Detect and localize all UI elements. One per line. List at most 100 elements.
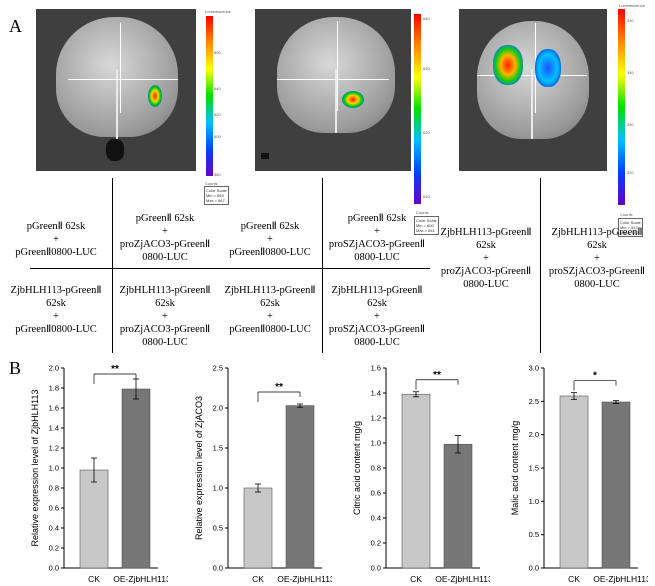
y-axis-label: Malic acid content mg/g	[510, 421, 520, 516]
color-scale-1	[206, 16, 213, 176]
bar	[443, 443, 473, 569]
leaf-image-1	[36, 9, 196, 171]
significance-label: *	[593, 371, 597, 382]
significance-label: **	[275, 382, 283, 393]
bar	[285, 405, 315, 569]
scale-info-box: Color Scale Min = 313 Max = 552	[618, 218, 643, 237]
table-cell: ZjbHLH113-pGreenⅡ 62sk + pGreenⅡ0800-LUC	[10, 285, 102, 335]
y-tick-label: 1.5	[529, 464, 539, 473]
bar-chart-zjaco3-expression: 0.0 0.5 1.0 1.5 2.0 2.5 Relative expression le…	[194, 364, 332, 585]
table-cell: ZjbHLH113-pGreenⅡ 62sk + proSZjACO3-pGreenⅡ…	[328, 285, 426, 348]
scale-tick: 580	[214, 172, 221, 177]
table-cell: pGreenⅡ 62sk + proSZjACO3-pGreenⅡ 0800-LUC	[328, 213, 426, 263]
significance-label: **	[433, 370, 441, 381]
scale-tick: 640	[214, 86, 221, 91]
panel-a-label: A	[9, 16, 22, 36]
table-divider	[540, 178, 541, 353]
y-tick-label: 1.0	[49, 464, 59, 473]
scale-tick: 640	[423, 16, 430, 21]
scale-counts-label: Counts	[205, 181, 218, 186]
scale-counts-label: Counts	[416, 210, 429, 215]
y-tick-label: 0.4	[49, 524, 59, 533]
y-tick-label: 0.8	[371, 464, 381, 473]
bar-chart-citric-acid: 0.0 0.2 0.4 0.6 0.8 1.0 1.2 1.4 1.6 Citric acid c…	[352, 364, 490, 585]
bar-chart-malic-acid: 0.0 0.5 1.0 1.5 2.0 2.5 3.0 Malic acid content …	[510, 364, 648, 585]
y-tick-label: 0.0	[213, 564, 223, 573]
scale-tick: 330	[627, 18, 634, 23]
color-scale-3	[618, 9, 625, 205]
y-tick-label: 2.0	[213, 404, 223, 413]
y-tick-label: 0.0	[49, 564, 59, 573]
table-cell: ZjbHLH113-pGreenⅡ 62sk + pGreenⅡ0800-LUC	[224, 285, 316, 335]
x-tick-label: CK	[252, 574, 264, 584]
y-tick-label: 0.5	[213, 524, 223, 533]
bar	[401, 393, 431, 569]
x-tick-label: CK	[88, 574, 100, 584]
y-tick-label: 0.6	[371, 489, 381, 498]
scale-title-1: Luminescence	[205, 9, 231, 14]
y-tick-label: 1.6	[371, 364, 381, 373]
scale-tick: 630	[423, 66, 430, 71]
y-tick-label: 0.0	[371, 564, 381, 573]
y-tick-label: 1.2	[371, 414, 381, 423]
bar	[601, 401, 631, 569]
x-tick-label: OE-ZjbHLH113	[113, 574, 168, 584]
y-tick-label: 0.5	[529, 530, 539, 539]
table-cell: ZjbHLH113-pGreenⅡ 62sk + proZjACO3-pGreenⅡ 0…	[440, 227, 532, 290]
table-cell: pGreenⅡ 62sk + pGreenⅡ0800-LUC	[15, 221, 97, 258]
panel-b-label: B	[9, 358, 22, 378]
scale-info-box: Color Scale Min = 569 Max = 667	[204, 186, 229, 205]
y-tick-label: 2.5	[529, 397, 539, 406]
scale-tick: 620	[423, 130, 430, 135]
y-tick-label: 1.0	[529, 497, 539, 506]
scale-tick: 330	[627, 122, 634, 127]
table-divider	[322, 178, 323, 353]
color-scale-2	[414, 14, 421, 204]
y-tick-label: 1.5	[213, 444, 223, 453]
bar	[79, 469, 109, 569]
y-tick-label: 1.4	[49, 424, 59, 433]
y-tick-label: 0.4	[371, 514, 381, 523]
table-cell: pGreenⅡ 62sk + pGreenⅡ0800-LUC	[229, 221, 311, 258]
leaf-image-2	[255, 9, 411, 171]
y-tick-label: 1.4	[371, 389, 381, 398]
scale-tick: 600	[214, 134, 221, 139]
y-tick-label: 1.8	[49, 384, 59, 393]
y-axis-label: Relative expression level of ZjACO3	[194, 396, 204, 540]
scale-counts-label: Counts	[620, 212, 633, 217]
y-tick-label: 2.0	[49, 364, 59, 373]
table-divider	[112, 178, 113, 353]
table-cell: pGreenⅡ 62sk + proZjACO3-pGreenⅡ 0800-LUC	[119, 213, 211, 263]
y-tick-label: 1.0	[213, 484, 223, 493]
bar-chart-zjbhlh113-expression: 0.0 0.2 0.4 0.6 0.8 1.0 1.2 1.4 1.6 1.8 2.0 Relativ…	[30, 364, 168, 585]
x-tick-label: OE-ZjbHLH113	[435, 574, 490, 584]
x-tick-label: OE-ZjbHLH113	[277, 574, 332, 584]
y-tick-label: 0.0	[529, 564, 539, 573]
x-tick-label: CK	[568, 574, 580, 584]
y-tick-label: 2.5	[213, 364, 223, 373]
scale-tick: 620	[214, 112, 221, 117]
y-tick-label: 2.0	[529, 430, 539, 439]
y-tick-label: 1.0	[371, 439, 381, 448]
scale-info-box: Color Scale Min = 600 Max = 641	[414, 216, 439, 235]
scale-tick: 340	[627, 70, 634, 75]
y-tick-label: 3.0	[529, 364, 539, 373]
y-tick-label: 0.2	[371, 539, 381, 548]
x-tick-label: OE-ZjbHLH113	[593, 574, 648, 584]
y-tick-label: 1.6	[49, 404, 59, 413]
y-tick-label: 0.6	[49, 504, 59, 513]
bar	[559, 395, 589, 569]
y-tick-label: 1.2	[49, 444, 59, 453]
scale-tick: 320	[627, 170, 634, 175]
scale-tick: 610	[423, 194, 430, 199]
significance-label: **	[111, 364, 119, 375]
y-axis-label: Citric acid content mg/g	[352, 421, 362, 515]
table-cell: ZjbHLH113-pGreenⅡ 62sk + proZjACO3-pGreenⅡ 0…	[119, 285, 211, 348]
y-tick-label: 0.8	[49, 484, 59, 493]
y-axis-label: Relative expression level of ZjbHLH113	[30, 390, 40, 547]
x-tick-label: CK	[410, 574, 422, 584]
scale-title-3: Luminescence	[619, 3, 645, 8]
table-divider	[30, 268, 430, 269]
table-cell: ZjbHLH113-pGreenⅡ 62sk + proSZjACO3-pGreenⅡ…	[548, 227, 646, 290]
bar	[121, 388, 151, 569]
